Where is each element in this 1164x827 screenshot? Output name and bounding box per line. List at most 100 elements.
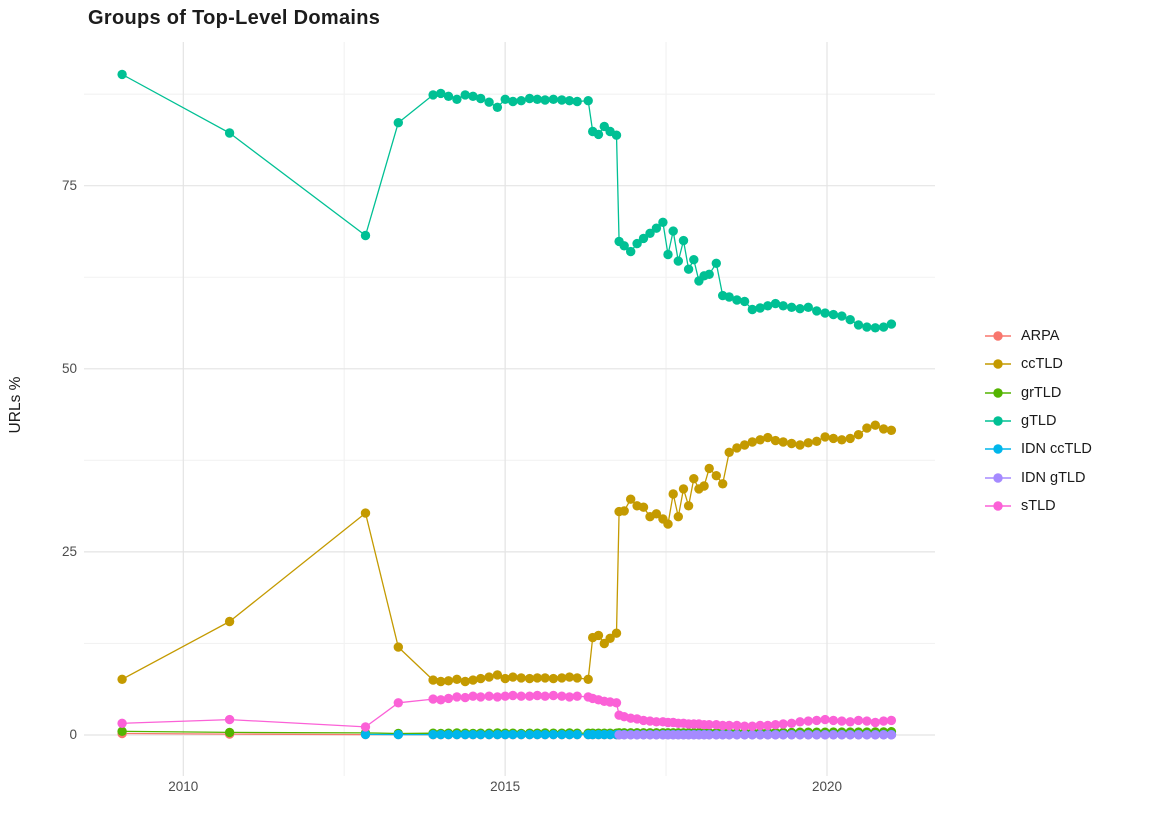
data-point <box>632 238 642 249</box>
data-point <box>651 717 662 727</box>
data-point <box>393 698 403 708</box>
data-point <box>886 715 897 726</box>
legend-key-icon <box>985 331 1011 341</box>
data-point <box>117 718 127 728</box>
data-point <box>704 720 714 730</box>
data-point <box>718 720 728 731</box>
data-point <box>862 322 872 332</box>
data-point <box>683 264 694 274</box>
data-point <box>786 730 797 740</box>
data-point <box>557 691 567 701</box>
data-point <box>770 730 781 740</box>
data-point <box>645 228 655 238</box>
data-point <box>878 730 889 740</box>
data-point <box>795 304 805 314</box>
data-point <box>436 729 446 740</box>
data-point <box>532 673 542 683</box>
data-point <box>820 730 830 740</box>
data-point <box>878 424 889 434</box>
data-point <box>443 91 454 102</box>
data-point <box>557 729 567 740</box>
data-point <box>732 443 742 453</box>
data-point <box>820 308 830 318</box>
data-point <box>516 691 526 701</box>
data-point <box>724 292 734 302</box>
data-point <box>460 729 470 740</box>
legend-key-icon <box>985 444 1011 455</box>
data-point <box>443 676 454 686</box>
data-point <box>770 298 781 309</box>
data-point <box>484 97 494 107</box>
data-point <box>718 479 728 489</box>
data-point <box>524 729 535 740</box>
data-point <box>572 96 582 107</box>
data-point <box>718 730 728 740</box>
data-point <box>763 720 773 731</box>
data-point <box>853 715 864 726</box>
data-point <box>870 717 880 728</box>
x-tick-label: 2010 <box>168 779 199 794</box>
data-point <box>862 423 872 433</box>
data-point <box>638 730 649 740</box>
data-point <box>878 716 889 726</box>
data-point <box>428 90 438 100</box>
data-point <box>770 720 781 730</box>
data-point <box>786 302 797 312</box>
data-point <box>532 690 542 701</box>
data-point <box>704 730 714 740</box>
data-point <box>795 717 805 727</box>
y-tick-label: 0 <box>69 727 77 742</box>
data-point <box>619 730 629 740</box>
data-point <box>786 718 797 728</box>
data-point <box>828 309 839 320</box>
data-point <box>668 226 678 236</box>
data-point <box>524 93 535 104</box>
data-point <box>803 716 813 726</box>
data-point <box>724 447 734 457</box>
data-point <box>663 249 673 260</box>
data-point <box>689 255 699 265</box>
legend-key-icon <box>985 472 1011 483</box>
data-point <box>886 730 897 740</box>
data-point <box>557 95 567 105</box>
data-point <box>428 675 438 685</box>
data-point <box>460 692 470 703</box>
legend-item-grtld: grTLD <box>983 379 1092 407</box>
data-point <box>492 102 503 113</box>
data-point <box>540 729 550 740</box>
data-point <box>476 673 486 684</box>
data-point <box>862 730 872 740</box>
data-point <box>360 729 371 740</box>
data-point <box>548 729 559 740</box>
data-point <box>853 430 864 440</box>
data-point <box>583 96 593 106</box>
data-point <box>845 717 855 727</box>
legend-label: ARPA <box>1021 328 1060 345</box>
data-point <box>360 508 371 518</box>
data-point <box>845 433 855 444</box>
data-point <box>117 726 127 736</box>
legend-label: grTLD <box>1021 384 1062 401</box>
data-point <box>548 690 559 701</box>
data-point <box>540 691 550 701</box>
series-line <box>121 73 892 329</box>
data-point <box>605 633 615 643</box>
legend-key-icon <box>985 388 1011 398</box>
data-point <box>468 675 478 685</box>
data-point <box>583 674 593 684</box>
data-point <box>837 716 847 726</box>
legend-label: ccTLD <box>1021 356 1063 373</box>
data-point <box>755 730 765 740</box>
legend-key-icon <box>985 359 1011 370</box>
data-point <box>711 471 721 481</box>
data-point <box>484 729 494 740</box>
data-point <box>704 269 714 279</box>
legend-item-cctld: ccTLD <box>983 350 1092 378</box>
data-point <box>828 433 839 444</box>
data-point <box>476 692 486 702</box>
data-point <box>516 96 526 106</box>
data-point <box>812 306 822 316</box>
data-point <box>795 730 805 740</box>
data-point <box>452 692 462 702</box>
data-point <box>663 519 673 529</box>
